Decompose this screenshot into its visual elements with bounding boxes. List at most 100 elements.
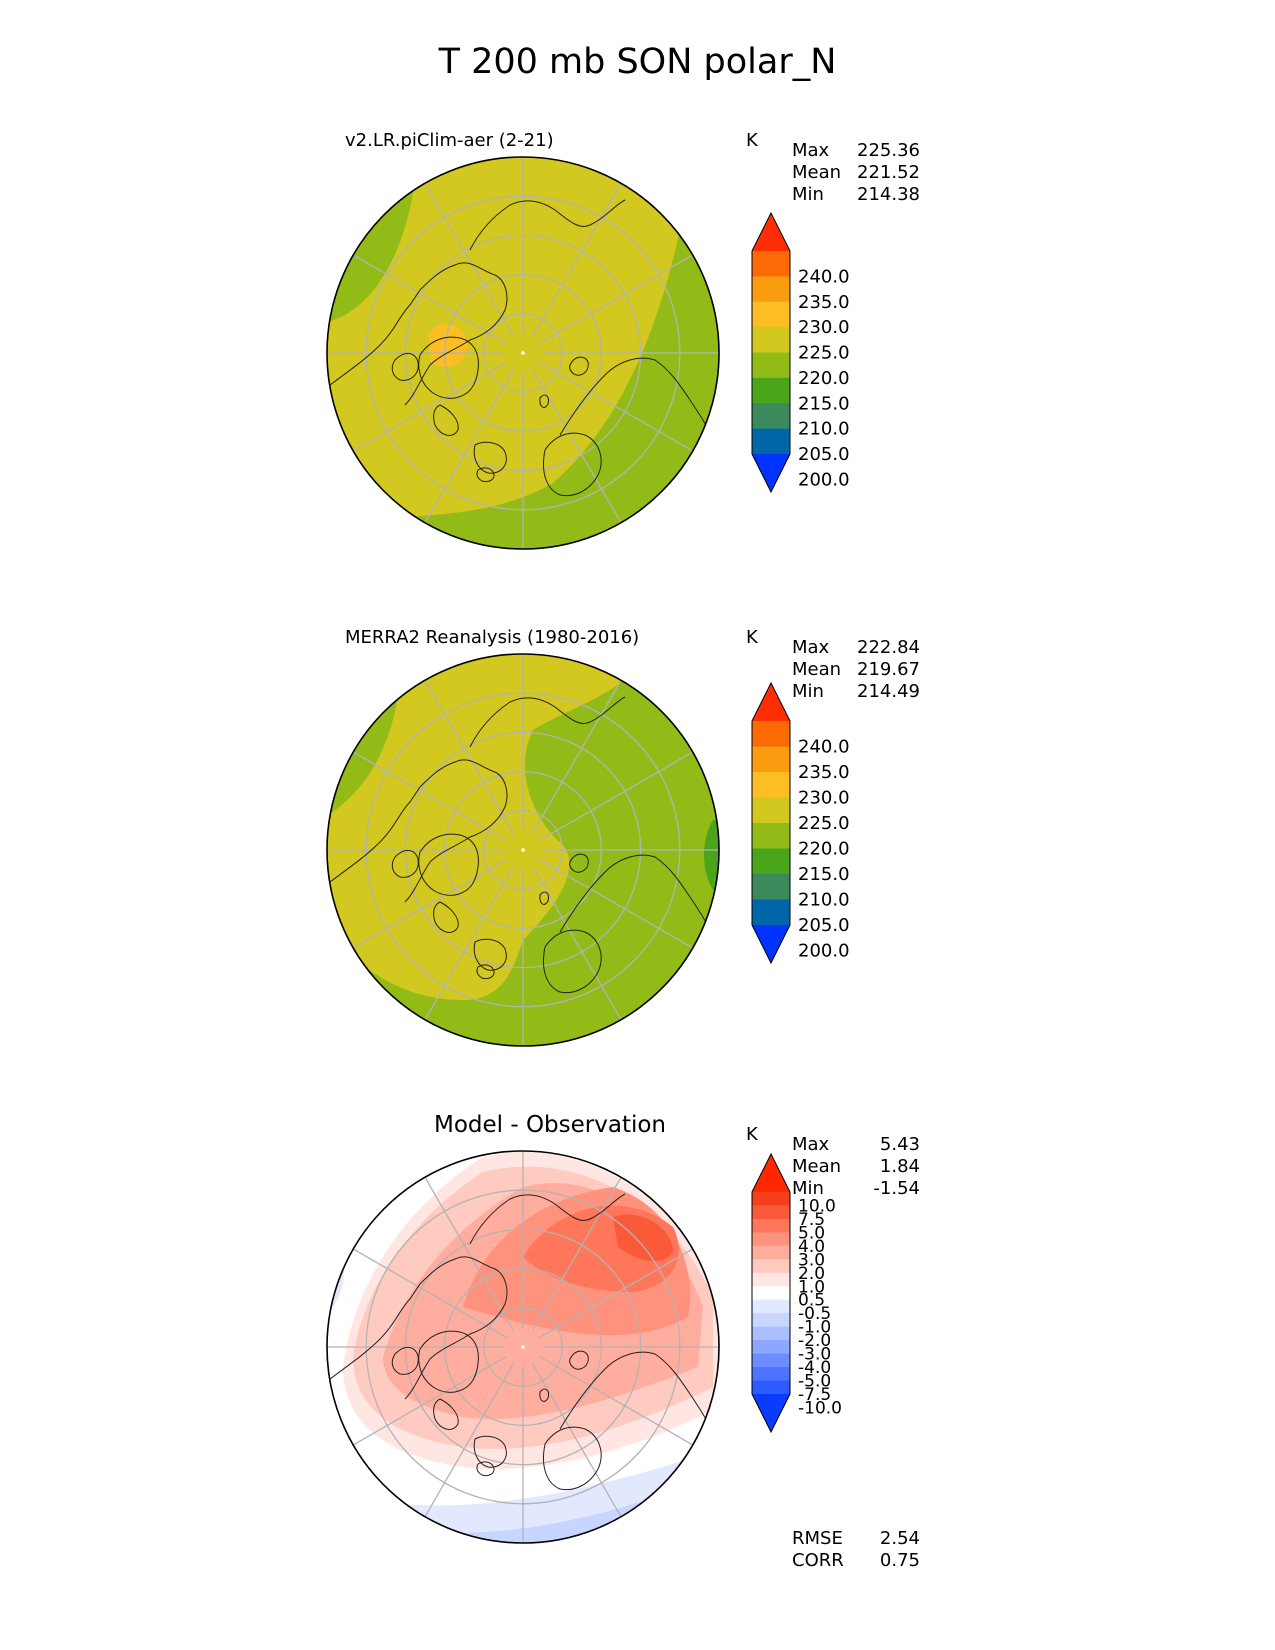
- colorbar-segment: [752, 1232, 790, 1247]
- pole-marker: [521, 351, 525, 355]
- colorbar-segment: [752, 721, 790, 747]
- coastline: [418, 833, 479, 896]
- map-boundary: [326, 1150, 720, 1544]
- colorbar-extend-bottom: [752, 1394, 790, 1432]
- meridian-line: [532, 1363, 632, 1535]
- meridian-line: [539, 244, 711, 344]
- stat-mean-value: 221.52: [857, 162, 920, 183]
- coastline: [476, 1461, 495, 1477]
- stat-mean-label: Mean: [792, 1156, 842, 1177]
- stat-min-value: 214.49: [857, 681, 920, 702]
- coastlines: [329, 696, 716, 994]
- meridian-line: [335, 244, 507, 344]
- stat-min-label: Min: [792, 681, 824, 702]
- panel-title: v2.LR.piClim-aer (2-21): [345, 130, 554, 151]
- colorbar-segment: [752, 874, 790, 900]
- coastline: [391, 353, 419, 381]
- figure-title: T 200 mb SON polar_N: [438, 42, 837, 82]
- units-label: K: [746, 1124, 758, 1145]
- graticule: [327, 157, 719, 549]
- colorbar-segment: [752, 327, 790, 353]
- stats-block: Max 222.84 Mean 219.67 Min 214.49: [792, 637, 920, 703]
- units-label: K: [746, 627, 758, 648]
- stat-max-label: Max: [792, 637, 830, 658]
- colorbar-tick-label: -5.0: [798, 1372, 831, 1392]
- colorbar-extend-bottom: [752, 925, 790, 963]
- pole-marker: [521, 1345, 525, 1349]
- coastline: [469, 696, 626, 748]
- coastline: [539, 891, 549, 905]
- meridian-line: [539, 1356, 711, 1456]
- coastline: [329, 262, 508, 406]
- stat-max-label: Max: [792, 140, 830, 161]
- colorbar-segment: [752, 1286, 790, 1301]
- meridian-line: [414, 369, 514, 541]
- colorbar-tick-label: 210.0: [798, 419, 850, 440]
- colorbar-tick-label: 1.0: [798, 1277, 825, 1297]
- colorbar-segment: [752, 1205, 790, 1220]
- colorbar-segment: [752, 1326, 790, 1341]
- colorbar-tick-label: 220.0: [798, 368, 850, 389]
- meridian-line: [335, 1238, 507, 1338]
- coastline: [559, 854, 716, 943]
- colorbar-tick-label: 225.0: [798, 343, 850, 364]
- coastline: [469, 199, 626, 251]
- coastline: [473, 1435, 507, 1468]
- coastline: [329, 759, 508, 903]
- colorbar-tick-label: 4.0: [798, 1237, 825, 1257]
- coastline: [559, 1351, 716, 1440]
- colorbar-extend-top: [752, 1154, 790, 1192]
- metrics-block: RMSE 2.54 CORR 0.75: [792, 1528, 920, 1572]
- stats-block: Max 5.43 Mean 1.84 Min -1.54: [792, 1134, 920, 1200]
- colorbar-tick-label: 0.5: [798, 1291, 825, 1311]
- coastline: [569, 1350, 589, 1370]
- colorbar-tick-label: 7.5: [798, 1210, 825, 1230]
- colorbar-segment: [752, 1272, 790, 1287]
- colorbar-segment: [752, 276, 790, 303]
- meridian-line: [335, 1356, 507, 1456]
- field-contour-215: [327, 157, 719, 549]
- colorbar-tick-label: 5.0: [798, 1223, 825, 1243]
- coastline: [539, 394, 549, 408]
- stat-max-value: 222.84: [857, 637, 920, 658]
- colorbar-tick-label: 230.0: [798, 788, 850, 809]
- colorbar-tick-label: 205.0: [798, 915, 850, 936]
- colorbar-segment: [752, 1245, 790, 1260]
- coastline: [559, 357, 716, 446]
- colorbar-tick-label: 240.0: [798, 266, 850, 287]
- units-label: K: [746, 130, 758, 151]
- colorbar-tick-label: 235.0: [798, 762, 850, 783]
- coastline: [473, 938, 507, 971]
- colorbar-segment: [752, 797, 790, 824]
- colorbar: 10.07.55.04.03.02.01.00.5-0.5-1.0-2.0-3.…: [751, 1152, 842, 1434]
- colorbar-extend-top: [752, 213, 790, 251]
- colorbar-segment: [752, 1353, 790, 1368]
- colorbar-segment: [752, 1192, 790, 1206]
- colorbar-segment: [752, 823, 790, 849]
- rmse-label: RMSE: [792, 1528, 843, 1549]
- graticule: [327, 654, 719, 1046]
- coastline: [433, 901, 459, 933]
- colorbar-segment: [752, 1380, 790, 1395]
- colorbar-outline: [751, 211, 791, 494]
- colorbar-tick-label: 215.0: [798, 864, 850, 885]
- colorbar-tick-label: 200.0: [798, 941, 850, 962]
- colorbar-segment: [752, 1367, 790, 1382]
- meridian-line: [335, 859, 507, 959]
- colorbar-segment: [752, 403, 790, 430]
- coastline: [391, 1347, 419, 1375]
- rmse-value: 2.54: [879, 1528, 920, 1549]
- meridian-line: [335, 741, 507, 841]
- colorbar-tick-label: -4.0: [798, 1358, 831, 1378]
- polar-map: [326, 156, 720, 550]
- colorbar-extend-bottom: [752, 454, 790, 492]
- pole-marker: [521, 848, 525, 852]
- colorbar-tick-label: 210.0: [798, 890, 850, 911]
- colorbar: 240.0 235.0 230.0 225.0 220.0 215.0 210.0 205.0…: [751, 211, 850, 494]
- meridian-line: [532, 662, 632, 834]
- colorbar-tick-label: 200.0: [798, 469, 850, 490]
- map-boundary: [326, 653, 720, 1047]
- meridian-line: [414, 1159, 514, 1331]
- panel-title: MERRA2 Reanalysis (1980-2016): [345, 627, 640, 648]
- stat-mean-value: 219.67: [857, 659, 920, 680]
